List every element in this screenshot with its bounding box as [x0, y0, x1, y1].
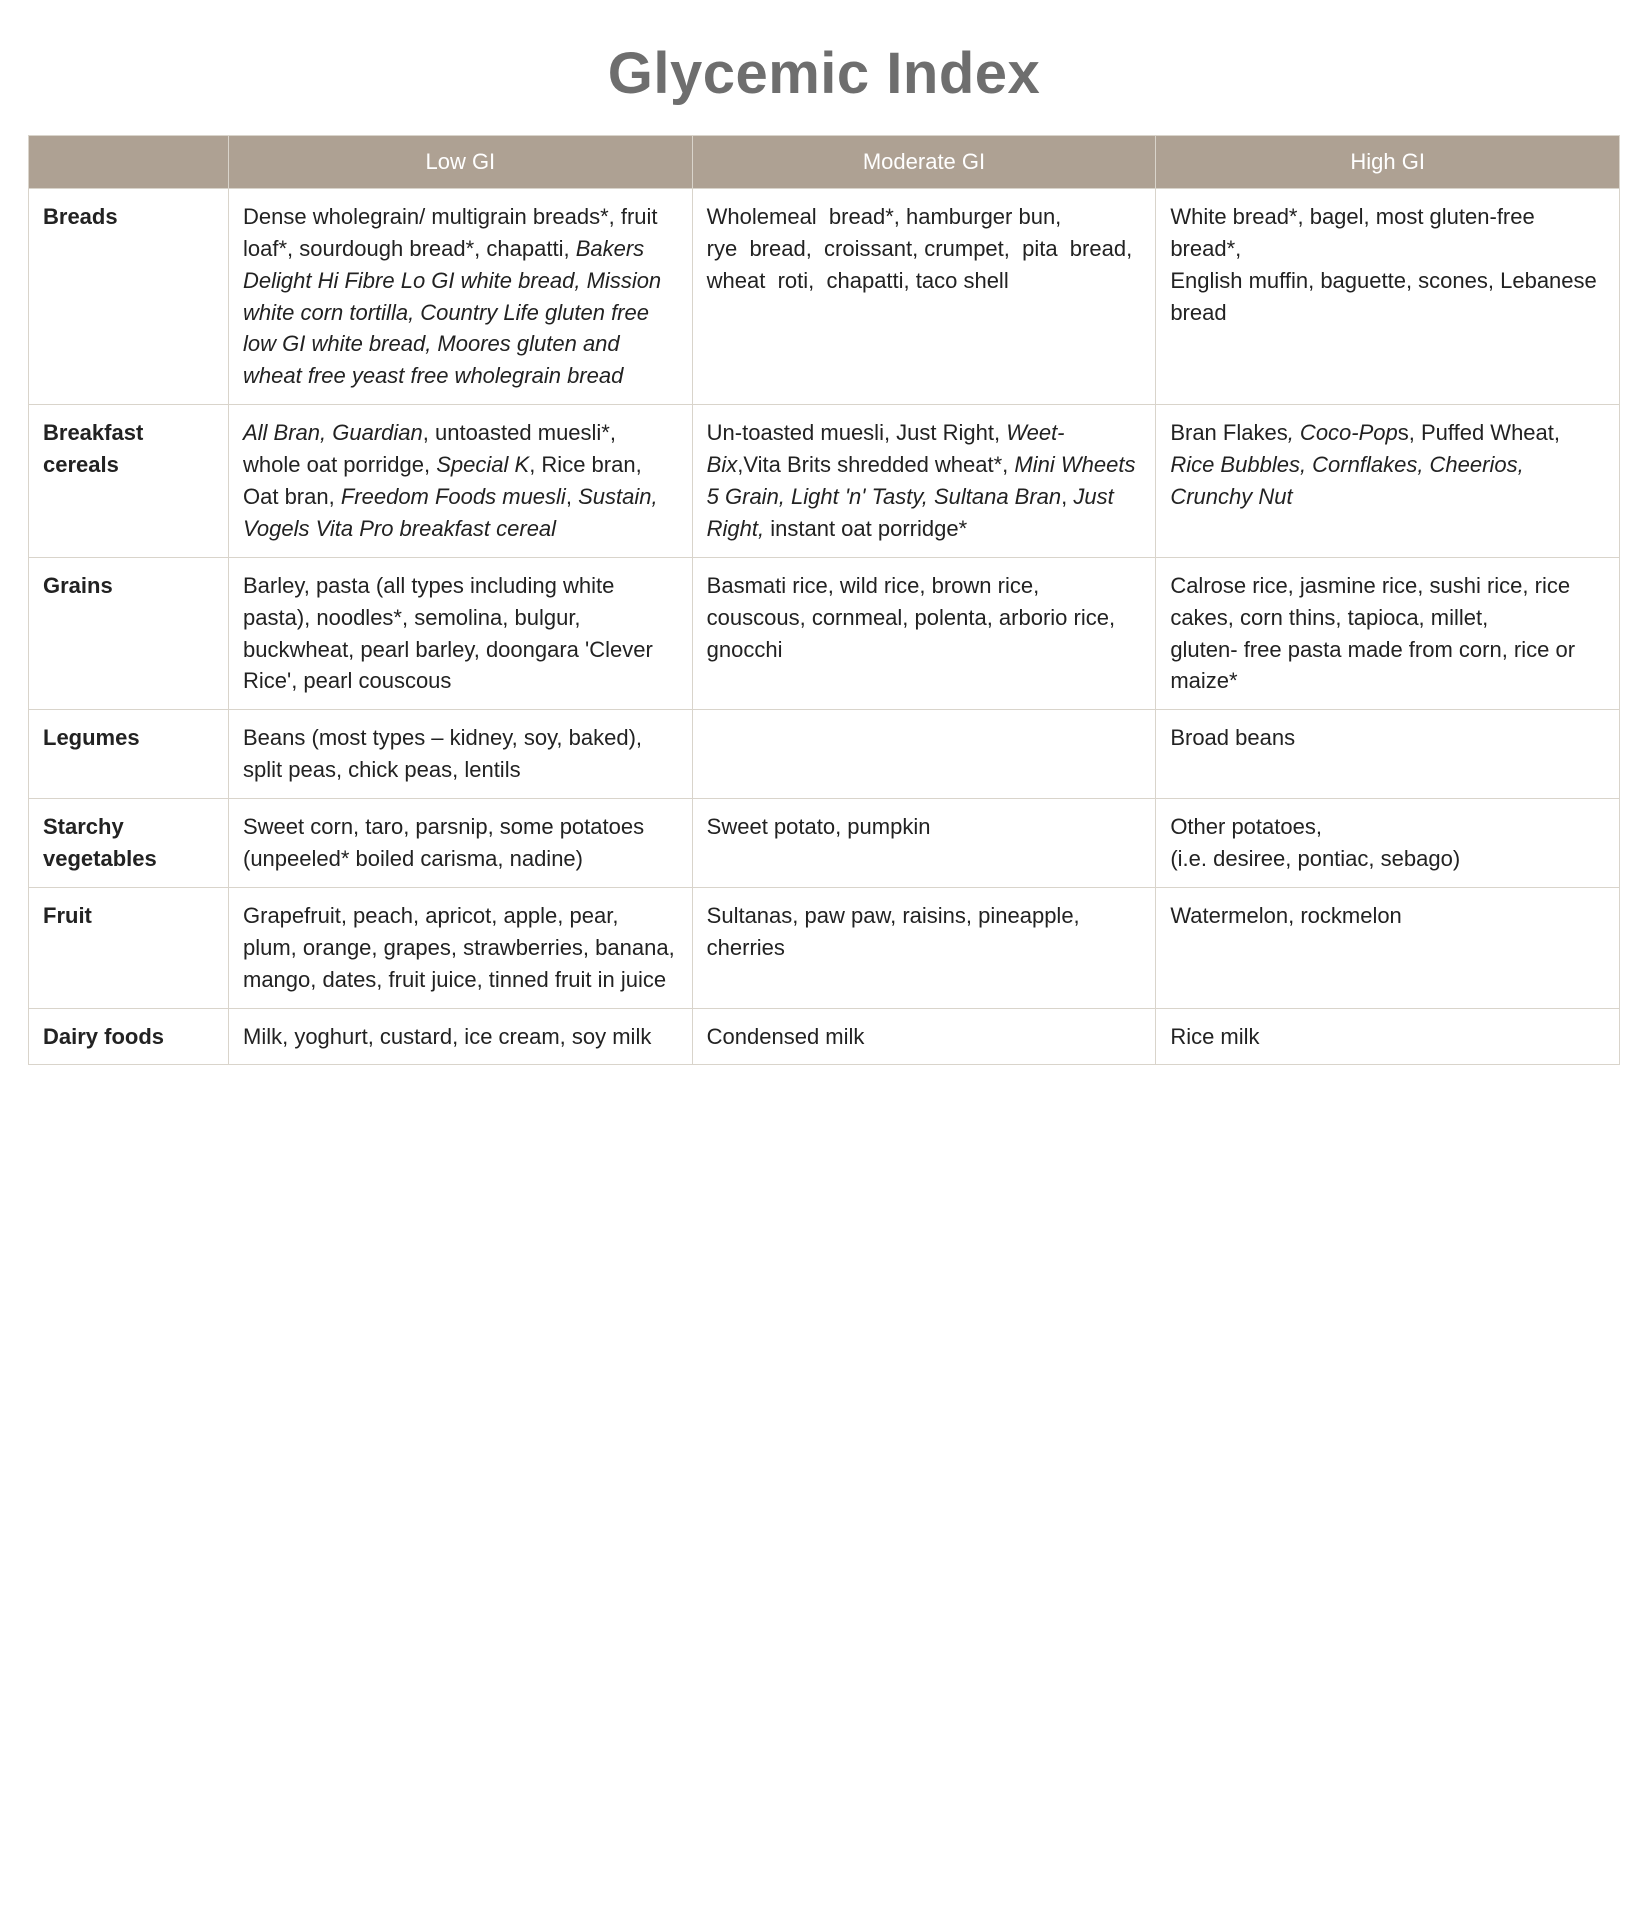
cell-mod-gi: Sultanas, paw paw, raisins, pineapple, c…	[692, 887, 1156, 1008]
cell-low-gi: All Bran, Guardian, untoasted muesli*, w…	[229, 405, 693, 558]
row-category: Grains	[29, 557, 229, 710]
table-row: Breakfast cerealsAll Bran, Guardian, unt…	[29, 405, 1620, 558]
cell-mod-gi: Un-toasted muesli, Just Right, Weet- Bix…	[692, 405, 1156, 558]
table-row: FruitGrapefruit, peach, apricot, apple, …	[29, 887, 1620, 1008]
cell-low-gi: Sweet corn, taro, parsnip, some potatoes…	[229, 799, 693, 888]
cell-high-gi: Calrose rice, jasmine rice, sushi rice, …	[1156, 557, 1620, 710]
table-row: LegumesBeans (most types – kidney, soy, …	[29, 710, 1620, 799]
table-row: Starchy vegetablesSweet corn, taro, pars…	[29, 799, 1620, 888]
cell-low-gi: Dense wholegrain/ multigrain breads*, fr…	[229, 188, 693, 404]
cell-high-gi: Watermelon, rockmelon	[1156, 887, 1620, 1008]
table-row: BreadsDense wholegrain/ multigrain bread…	[29, 188, 1620, 404]
row-category: Starchy vegetables	[29, 799, 229, 888]
cell-high-gi: Rice milk	[1156, 1008, 1620, 1065]
cell-mod-gi: Wholemeal bread*, hamburger bun,rye brea…	[692, 188, 1156, 404]
row-category: Breakfast cereals	[29, 405, 229, 558]
table-row: GrainsBarley, pasta (all types including…	[29, 557, 1620, 710]
table-header-row: Low GI Moderate GI High GI	[29, 136, 1620, 189]
cell-mod-gi: Condensed milk	[692, 1008, 1156, 1065]
column-header-low-gi: Low GI	[229, 136, 693, 189]
cell-high-gi: Other potatoes,(i.e. desiree, pontiac, s…	[1156, 799, 1620, 888]
page-title: Glycemic Index	[28, 40, 1620, 107]
cell-mod-gi: Sweet potato, pumpkin	[692, 799, 1156, 888]
table-row: Dairy foodsMilk, yoghurt, custard, ice c…	[29, 1008, 1620, 1065]
cell-low-gi: Barley, pasta (all types including white…	[229, 557, 693, 710]
cell-high-gi: Bran Flakes, Coco-Pops, Puffed Wheat, Ri…	[1156, 405, 1620, 558]
table-body: BreadsDense wholegrain/ multigrain bread…	[29, 188, 1620, 1065]
glycemic-index-table: Low GI Moderate GI High GI BreadsDense w…	[28, 135, 1620, 1065]
cell-mod-gi: Basmati rice, wild rice, brown rice, cou…	[692, 557, 1156, 710]
cell-high-gi: Broad beans	[1156, 710, 1620, 799]
row-category: Fruit	[29, 887, 229, 1008]
cell-low-gi: Grapefruit, peach, apricot, apple, pear,…	[229, 887, 693, 1008]
cell-mod-gi	[692, 710, 1156, 799]
column-header-moderate-gi: Moderate GI	[692, 136, 1156, 189]
row-category: Legumes	[29, 710, 229, 799]
cell-high-gi: White bread*, bagel, most gluten-free br…	[1156, 188, 1620, 404]
row-category: Dairy foods	[29, 1008, 229, 1065]
cell-low-gi: Beans (most types – kidney, soy, baked),…	[229, 710, 693, 799]
row-category: Breads	[29, 188, 229, 404]
column-header-high-gi: High GI	[1156, 136, 1620, 189]
column-header-blank	[29, 136, 229, 189]
cell-low-gi: Milk, yoghurt, custard, ice cream, soy m…	[229, 1008, 693, 1065]
